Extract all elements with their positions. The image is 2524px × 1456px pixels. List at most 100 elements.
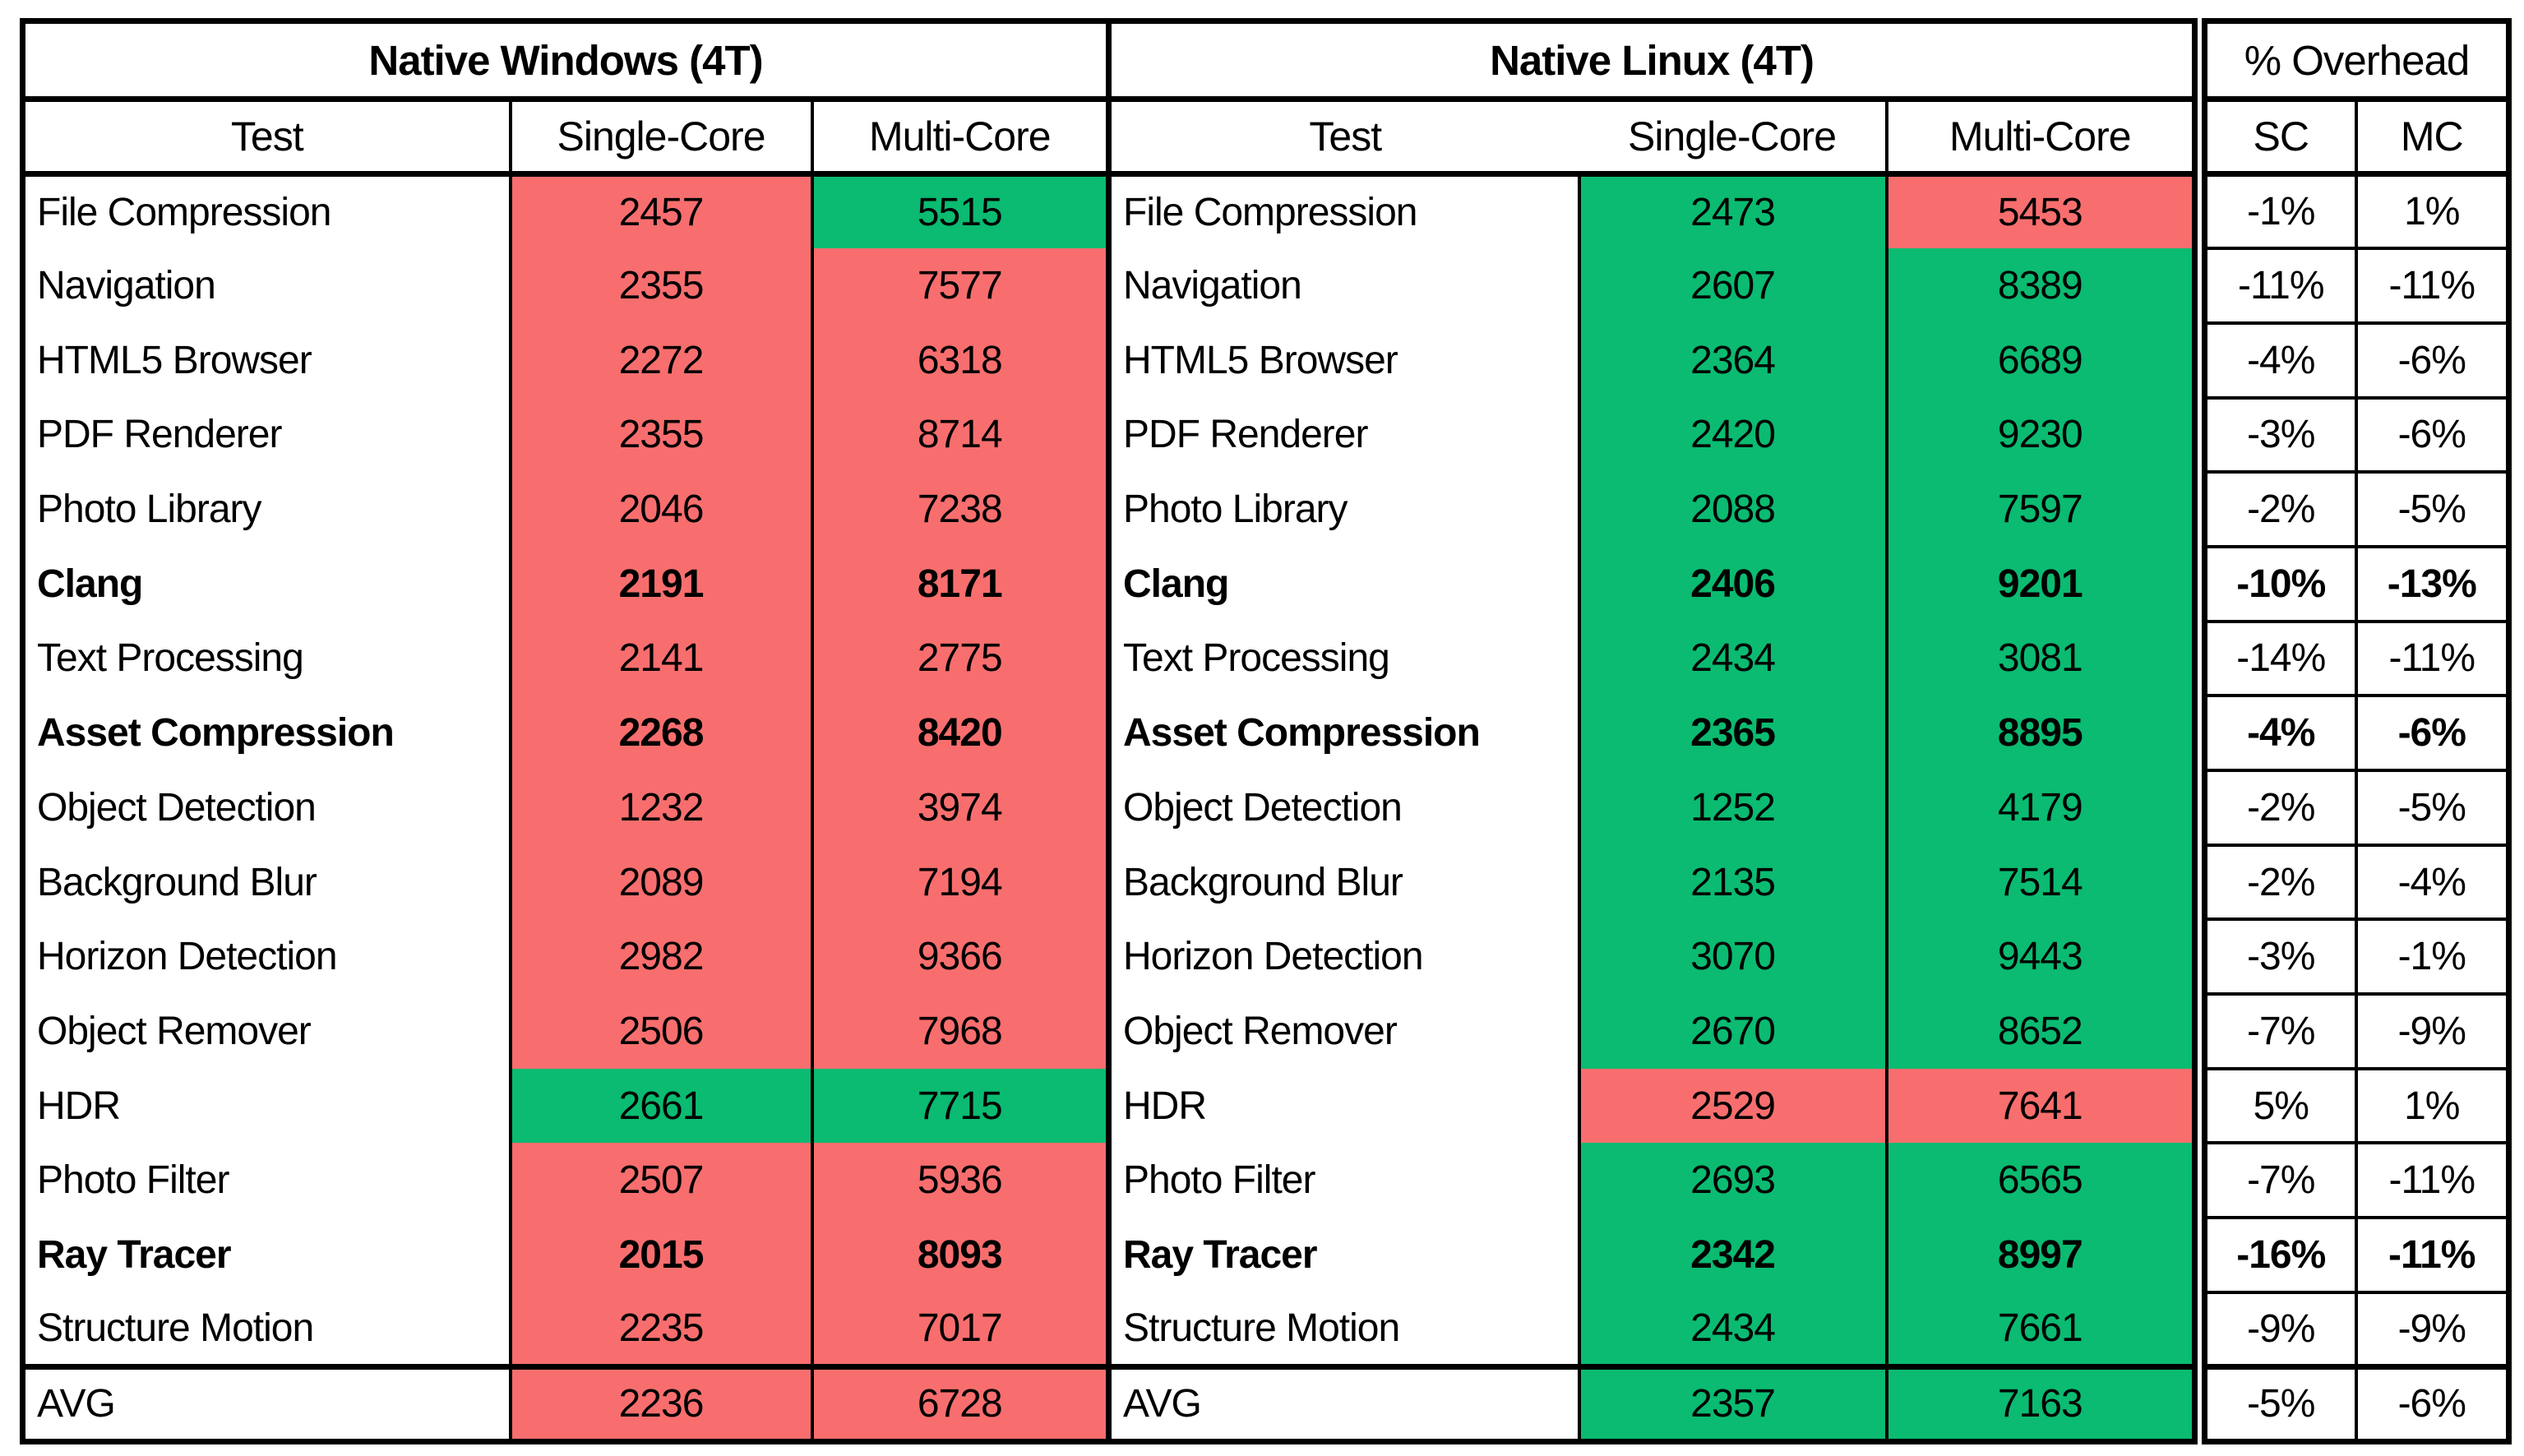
overhead-row: -4% -6% <box>2203 694 2511 772</box>
windows-test-name: Ray Tracer <box>22 1218 512 1292</box>
benchmark-row: Photo Library 2046 7238 Photo Library 2088 75… <box>22 472 2195 547</box>
windows-test-name: HDR <box>22 1068 512 1144</box>
overhead-row: -2% -5% <box>2203 769 2511 847</box>
windows-single-core-value: 2268 <box>510 696 814 770</box>
overhead-header-row: SC MC <box>2204 99 2509 177</box>
avg-row: AVG 2236 6728 AVG 2357 7163 <box>22 1364 2195 1442</box>
linux-test-name: Object Remover <box>1108 994 1581 1069</box>
windows-test-name: PDF Renderer <box>22 397 512 473</box>
windows-single-core-value: 2457 <box>510 173 814 249</box>
linux-multi-core-value: 4179 <box>1886 770 2195 845</box>
windows-multi-core-value: 8093 <box>811 1218 1112 1292</box>
overhead-sc-value: -2% <box>2203 843 2358 922</box>
overhead-sc-value: -2% <box>2203 769 2358 847</box>
windows-multi-core-value: 7238 <box>811 472 1112 547</box>
overhead-mc-value: -6% <box>2354 694 2511 772</box>
windows-test-name: Object Detection <box>22 770 512 845</box>
overhead-table: % Overhead SC MC -1% 1% -11% -11% -4% -6% -3% -… <box>2202 18 2512 1444</box>
linux-section-title: Native Linux (4T) <box>1108 21 2195 102</box>
windows-multi-core-value: 7577 <box>811 248 1112 323</box>
linux-single-core-value: 2434 <box>1579 1292 1888 1367</box>
overhead-mc-value: -11% <box>2354 1141 2511 1220</box>
windows-section-title: Native Windows (4T) <box>22 21 1112 102</box>
windows-single-core-value: 2141 <box>510 621 814 696</box>
linux-single-core-value: 2670 <box>1579 994 1888 1069</box>
overhead-sc-value: -3% <box>2203 918 2358 996</box>
windows-multi-core-value: 8420 <box>811 696 1112 770</box>
main-table-body: File Compression 2457 5515 File Compression… <box>22 173 2195 1442</box>
windows-multi-core-value: 7968 <box>811 994 1112 1069</box>
windows-single-core-value: 2089 <box>510 844 814 920</box>
linux-single-core-value: 2607 <box>1579 248 1888 323</box>
linux-test-name: Ray Tracer <box>1108 1218 1581 1292</box>
linux-multi-core-value: 9443 <box>1886 919 2195 995</box>
benchmark-row: Structure Motion 2235 7017 Structure Motion… <box>22 1292 2195 1367</box>
overhead-mc-value: -6% <box>2354 1364 2511 1444</box>
windows-single-core-value: 1232 <box>510 770 814 845</box>
windows-multi-core-value: 7715 <box>811 1068 1112 1144</box>
windows-single-core-value: 2015 <box>510 1218 814 1292</box>
linux-single-core-value: 3070 <box>1579 919 1888 995</box>
windows-multi-core-value: 8714 <box>811 397 1112 473</box>
windows-single-core-value: 2355 <box>510 397 814 473</box>
linux-multi-core-value: 5453 <box>1886 173 2195 249</box>
overhead-mc-value: -11% <box>2354 1216 2511 1294</box>
overhead-section-title: % Overhead <box>2204 21 2509 102</box>
benchmark-row: HTML5 Browser 2272 6318 HTML5 Browser 2364 66… <box>22 322 2195 398</box>
windows-single-core-value: 2191 <box>510 546 814 622</box>
linux-single-core-value: 2473 <box>1579 173 1888 249</box>
overhead-mc-value: -13% <box>2354 544 2511 623</box>
overhead-mc-value: -6% <box>2354 395 2511 474</box>
windows-single-core-value: 2506 <box>510 994 814 1069</box>
overhead-row: -16% -11% <box>2203 1216 2511 1294</box>
windows-test-name: Background Blur <box>22 844 512 920</box>
overhead-row: -7% -11% <box>2203 1141 2511 1220</box>
overhead-sc-value: -16% <box>2203 1216 2358 1294</box>
overhead-title-row: % Overhead <box>2204 21 2509 102</box>
overhead-row: -4% -6% <box>2203 321 2511 400</box>
linux-test-header: Test <box>1108 99 1579 177</box>
linux-test-name: Background Blur <box>1108 844 1581 920</box>
benchmark-row: Object Detection 1232 3974 Object Detection… <box>22 770 2195 845</box>
linux-test-name: File Compression <box>1108 173 1581 249</box>
overhead-mc-header: MC <box>2355 99 2509 177</box>
linux-multi-core-value: 8652 <box>1886 994 2195 1069</box>
overhead-sc-value: -10% <box>2203 544 2358 623</box>
overhead-mc-value: -5% <box>2354 470 2511 548</box>
overhead-row: -3% -6% <box>2203 395 2511 474</box>
overhead-sc-value: -1% <box>2203 172 2358 251</box>
overhead-sc-value: -3% <box>2203 395 2358 474</box>
benchmark-row: Clang 2191 8171 Clang 2406 9201 <box>22 546 2195 622</box>
overhead-row: -2% -5% <box>2203 470 2511 548</box>
linux-test-name: Asset Compression <box>1108 696 1581 770</box>
overhead-sc-value: -2% <box>2203 470 2358 548</box>
linux-multi-core-value: 8895 <box>1886 696 2195 770</box>
overhead-sc-value: -5% <box>2203 1364 2358 1444</box>
windows-test-name: Photo Filter <box>22 1143 512 1218</box>
windows-single-core-value: 2661 <box>510 1068 814 1144</box>
column-header-row: Test Single-Core Multi-Core Test Single-… <box>22 99 2195 177</box>
benchmark-row: Photo Filter 2507 5936 Photo Filter 2693 6565 <box>22 1143 2195 1218</box>
overhead-mc-value: -9% <box>2354 1290 2511 1369</box>
windows-test-name: Structure Motion <box>22 1292 512 1367</box>
benchmark-row: Text Processing 2141 2775 Text Processing 24… <box>22 621 2195 696</box>
overhead-sc-value: -11% <box>2203 247 2358 325</box>
linux-multi-core-value: 9230 <box>1886 397 2195 473</box>
windows-multi-core-value: 6318 <box>811 322 1112 398</box>
linux-test-name: Horizon Detection <box>1108 919 1581 995</box>
linux-test-name: Text Processing <box>1108 621 1581 696</box>
linux-single-core-header: Single-Core <box>1579 99 1888 177</box>
section-title-row: Native Windows (4T) Native Linux (4T) <box>22 21 2195 102</box>
windows-test-name: Asset Compression <box>22 696 512 770</box>
windows-multi-core-value: 5936 <box>811 1143 1112 1218</box>
overhead-table-body: -1% 1% -11% -11% -4% -6% -3% -6% -2% -5% -10% -13% -… <box>2203 172 2511 1444</box>
linux-single-core-value: 2135 <box>1579 844 1888 920</box>
windows-multi-core-value: 7017 <box>811 1292 1112 1367</box>
linux-multi-core-value: 7163 <box>1886 1364 2195 1442</box>
windows-test-name: HTML5 Browser <box>22 322 512 398</box>
linux-test-name: HTML5 Browser <box>1108 322 1581 398</box>
linux-single-core-value: 2420 <box>1579 397 1888 473</box>
overhead-sc-value: -9% <box>2203 1290 2358 1369</box>
linux-multi-core-value: 7641 <box>1886 1068 2195 1144</box>
linux-multi-core-value: 6565 <box>1886 1143 2195 1218</box>
